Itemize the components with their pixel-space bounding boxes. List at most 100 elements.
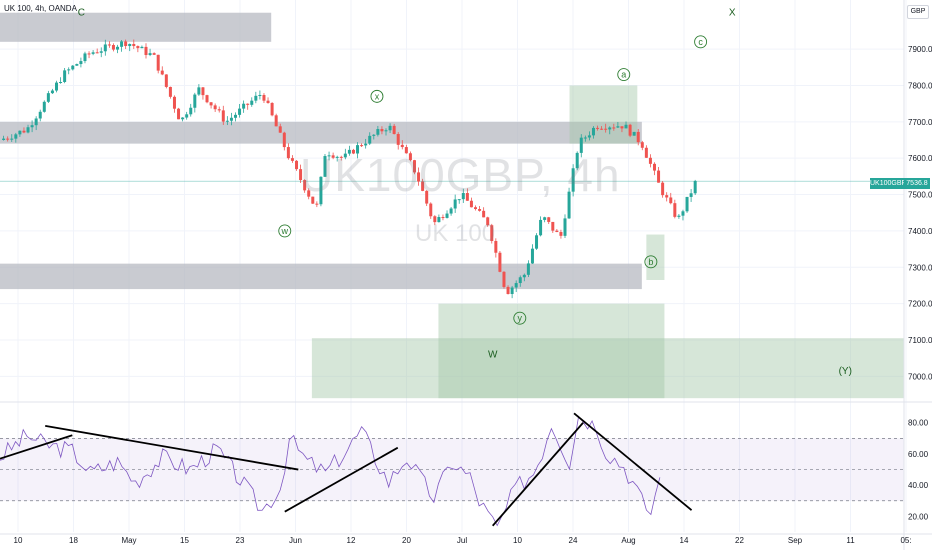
wave-label-circle <box>694 35 708 49</box>
candle-body <box>238 108 242 115</box>
rsi-tick-label: 20.00 <box>908 512 929 521</box>
candle-body <box>193 94 197 108</box>
zone-gray <box>0 121 642 144</box>
candle-body <box>55 82 58 91</box>
candle-body <box>425 190 429 204</box>
candle-body <box>417 172 421 182</box>
time-tick-label: May <box>121 536 136 545</box>
candle-body <box>91 52 95 54</box>
candle-body <box>600 128 604 130</box>
wave-labels: C Xc a x w b y W (Y) <box>78 8 852 377</box>
candle-body <box>689 193 693 197</box>
candle-body <box>356 145 360 154</box>
wave-label-w: w <box>281 226 289 236</box>
candle-body <box>132 43 136 47</box>
candle-body <box>681 211 685 216</box>
currency-badge[interactable]: GBP <box>907 5 929 19</box>
candle-body <box>59 81 63 83</box>
rsi-line <box>0 415 661 527</box>
candle-body <box>26 127 30 133</box>
candle-body <box>376 129 380 135</box>
zones-layer <box>0 12 904 399</box>
candle-body <box>71 65 75 70</box>
candle-body <box>624 124 628 129</box>
price-tick-label: 7300.0 <box>908 263 932 272</box>
candle-body <box>457 199 461 201</box>
candle-body <box>685 196 689 212</box>
rsi-trendline <box>0 434 73 460</box>
time-tick-label: 15 <box>180 536 189 545</box>
candle-body <box>111 45 115 50</box>
candle-body <box>657 170 661 183</box>
candle-body <box>172 96 176 109</box>
candle-body <box>604 128 608 130</box>
candle-body <box>168 86 172 97</box>
price-tick-label: 7900.0 <box>908 45 932 54</box>
candle-body <box>266 100 270 103</box>
candle-body <box>270 102 274 116</box>
candle-body <box>14 134 18 139</box>
candle-body <box>555 230 559 233</box>
price-tick-label: 7800.0 <box>908 81 932 90</box>
last-price-value: 7536.8 <box>904 178 930 189</box>
candle-body <box>181 117 185 120</box>
candle-body <box>258 94 262 96</box>
candle-body <box>596 127 600 129</box>
candle-body <box>254 95 258 101</box>
candle-body <box>368 135 372 144</box>
time-tick-label: Aug <box>621 536 635 545</box>
candle-body <box>164 74 168 87</box>
candle-body <box>547 217 551 222</box>
candle-body <box>551 221 555 231</box>
candle-body <box>665 195 669 198</box>
candle-body <box>79 61 83 65</box>
candle-body <box>83 53 87 62</box>
candle-body <box>652 163 656 171</box>
candle-body <box>274 115 278 127</box>
candle-body <box>392 125 396 135</box>
candle-body <box>10 138 14 140</box>
candle-body <box>152 53 156 55</box>
wave-label-x: x <box>375 91 380 101</box>
symbol-header[interactable]: UK 100, 4h, OANDA <box>4 4 77 13</box>
time-tick-label: Jun <box>289 536 302 545</box>
candle-body <box>490 225 494 242</box>
candle-body <box>347 149 351 154</box>
candle-body <box>543 217 547 220</box>
candle-body <box>396 134 400 145</box>
zone-gray <box>0 12 272 42</box>
candle-body <box>323 156 327 177</box>
candle-body <box>445 213 449 218</box>
candle-body <box>144 46 148 56</box>
time-tick-label: 10 <box>14 536 23 545</box>
candle-body <box>437 217 441 223</box>
watermark-ticker: UK100GBP, 4h <box>300 149 621 201</box>
candle-body <box>311 196 315 204</box>
time-tick-label: 20 <box>402 536 411 545</box>
wave-label-circle <box>370 89 384 103</box>
candle-body <box>575 152 579 169</box>
price-tick-label: 7500.0 <box>908 191 932 200</box>
candle-body <box>63 70 67 82</box>
candle-body <box>673 203 677 217</box>
candle-body <box>46 93 50 102</box>
wave-label-circle <box>644 255 658 269</box>
candle-body <box>335 156 339 158</box>
rsi-trendline <box>45 424 299 471</box>
time-tick-label: 23 <box>236 536 245 545</box>
candle-body <box>461 193 465 200</box>
candle-body <box>303 180 307 191</box>
candle-body <box>87 53 91 55</box>
candle-body <box>648 157 652 164</box>
rsi-tick-label: 80.00 <box>908 419 929 428</box>
candle-body <box>246 103 250 105</box>
candle-body <box>404 147 408 154</box>
candle-body <box>250 100 254 105</box>
candle-body <box>148 53 152 56</box>
candle-body <box>498 252 502 272</box>
candle-body <box>290 158 294 161</box>
candle-body <box>421 181 425 191</box>
last-price-ticker: UK100GBP <box>870 178 907 189</box>
